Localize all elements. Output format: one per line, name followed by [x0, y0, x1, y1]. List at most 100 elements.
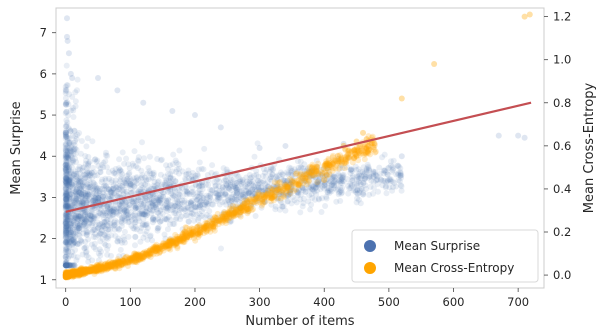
surprise-point [66, 262, 73, 269]
surprise-point [90, 215, 97, 221]
surprise-point [188, 189, 195, 196]
surprise-point [293, 199, 300, 206]
x-tick-label: 500 [378, 295, 400, 309]
surprise-point [63, 185, 69, 192]
surprise-point [65, 152, 71, 159]
surprise-point [243, 184, 250, 191]
surprise-point [83, 218, 89, 225]
surprise-point [62, 218, 69, 225]
surprise-point [358, 186, 365, 192]
surprise-point [159, 181, 166, 188]
surprise-point [118, 183, 125, 190]
cross-entropy-point [269, 188, 276, 195]
surprise-point [64, 220, 70, 227]
surprise-point [262, 187, 269, 193]
surprise-point [363, 185, 369, 192]
surprise-point [121, 239, 128, 246]
surprise-point [65, 139, 72, 146]
surprise-point [389, 187, 396, 194]
surprise-point [102, 158, 109, 165]
surprise-point [177, 205, 184, 212]
surprise-point [310, 183, 317, 190]
surprise-outlier-point [191, 112, 198, 119]
surprise-point [129, 182, 136, 189]
surprise-point [315, 170, 322, 177]
surprise-point [89, 138, 96, 145]
surprise-point [340, 178, 347, 185]
surprise-point [62, 165, 69, 172]
surprise-point [161, 189, 168, 195]
surprise-point [78, 138, 85, 144]
surprise-point [268, 174, 275, 181]
surprise-point [171, 202, 178, 209]
surprise-point [116, 211, 123, 218]
surprise-point [394, 162, 401, 169]
surprise-point [80, 164, 87, 171]
surprise-point [305, 198, 312, 205]
surprise-point [354, 181, 360, 187]
surprise-point [63, 262, 70, 269]
surprise-point [63, 190, 70, 197]
surprise-point [80, 182, 87, 189]
surprise-point [108, 252, 114, 259]
surprise-point [239, 193, 246, 200]
surprise-point [227, 181, 234, 188]
surprise-point [218, 245, 224, 252]
surprise-point [73, 257, 80, 264]
surprise-point [309, 183, 316, 190]
surprise-point [285, 170, 292, 177]
surprise-point [308, 168, 315, 175]
surprise-point [255, 183, 262, 190]
surprise-point [184, 204, 191, 211]
surprise-point [265, 183, 272, 190]
surprise-point [128, 217, 135, 224]
surprise-point [122, 198, 128, 205]
surprise-point [284, 177, 291, 184]
surprise-point [62, 130, 69, 137]
surprise-point [96, 196, 103, 203]
surprise-point [104, 202, 111, 209]
surprise-point [259, 187, 266, 194]
surprise-point [157, 157, 164, 164]
surprise-point [163, 199, 170, 206]
surprise-point [189, 188, 196, 195]
surprise-point [63, 214, 70, 221]
surprise-point [67, 195, 74, 202]
surprise-point [269, 171, 276, 178]
y-axis-left: 1 2 3 4 5 6 7 [40, 26, 56, 287]
surprise-point [289, 182, 296, 189]
surprise-point [104, 205, 111, 212]
surprise-point [155, 198, 162, 204]
surprise-point [99, 235, 106, 242]
surprise-point [294, 168, 301, 175]
surprise-point [64, 213, 71, 219]
surprise-point [323, 171, 330, 178]
surprise-point [64, 227, 71, 233]
surprise-point [179, 168, 186, 175]
surprise-point [373, 177, 380, 184]
surprise-point [79, 199, 86, 205]
surprise-point [242, 183, 249, 190]
surprise-point [114, 188, 120, 195]
surprise-point [106, 208, 113, 215]
surprise-point [71, 127, 78, 134]
surprise-point [304, 166, 311, 173]
surprise-point [73, 190, 80, 197]
surprise-point [76, 228, 83, 234]
surprise-point [149, 170, 156, 177]
surprise-point [298, 165, 305, 171]
surprise-point [76, 232, 83, 239]
surprise-point [357, 179, 364, 186]
surprise-point [82, 209, 89, 216]
surprise-point [151, 178, 158, 185]
surprise-point [305, 165, 312, 172]
cross-entropy-point [277, 195, 284, 202]
surprise-point [283, 183, 290, 190]
surprise-point [293, 168, 300, 175]
surprise-point [63, 195, 70, 201]
surprise-point [216, 187, 223, 194]
surprise-point [176, 197, 183, 204]
surprise-point [85, 153, 92, 160]
surprise-point [185, 170, 192, 177]
cross-entropy-point [341, 165, 348, 172]
